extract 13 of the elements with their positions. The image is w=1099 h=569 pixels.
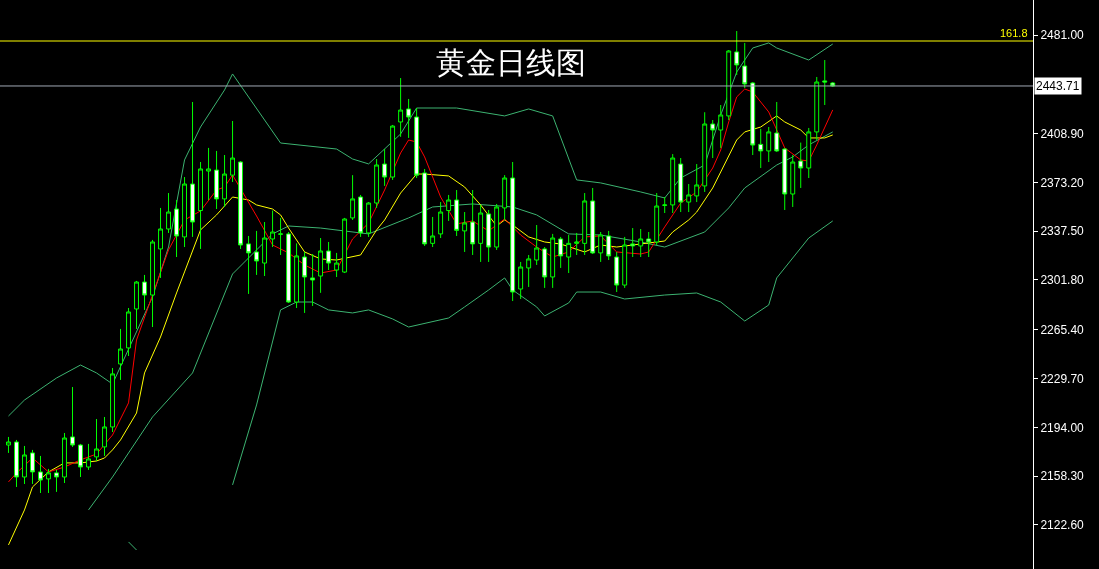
ref-line-label: 2443.71 bbox=[1036, 79, 1080, 93]
y-tick-label: 2158.30 bbox=[1040, 469, 1085, 484]
y-tick-label: 2373.20 bbox=[1040, 175, 1085, 190]
y-tick-label: 2194.00 bbox=[1040, 420, 1085, 435]
annotation: 161.8 bbox=[1000, 27, 1028, 39]
y-tick-label: 2408.90 bbox=[1040, 126, 1085, 141]
y-tick-label: 2265.40 bbox=[1040, 322, 1085, 337]
y-tick-label: 2337.50 bbox=[1040, 224, 1085, 239]
text: 黄金日线图 bbox=[436, 45, 587, 81]
y-tick-label: 2122.60 bbox=[1040, 518, 1085, 533]
y-tick-label: 2229.70 bbox=[1040, 371, 1085, 386]
y-tick-label: 2301.80 bbox=[1040, 273, 1085, 288]
y-tick-label: 2481.00 bbox=[1040, 28, 1085, 43]
